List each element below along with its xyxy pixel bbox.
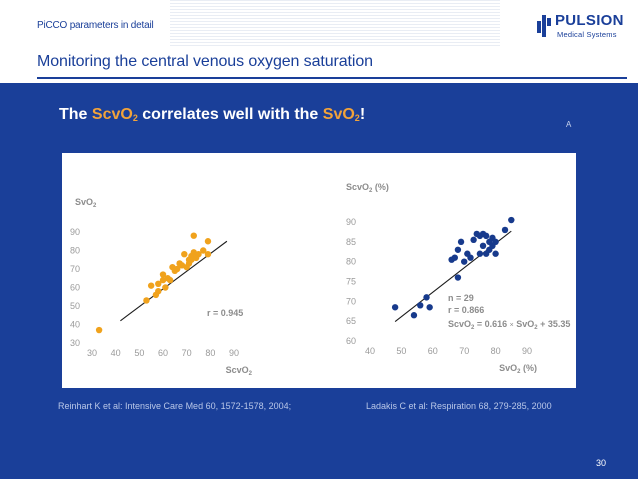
right-y-tick-5: 85 xyxy=(346,237,356,247)
page-number: 30 xyxy=(596,458,607,468)
left-data-point-28 xyxy=(192,254,200,262)
headline-svo2: SvO2 xyxy=(323,106,360,123)
charts-svg: 30 40 50 60 70 80 90 30 40 50 60 70 80 90 SvO2 ScvO2 r =… xyxy=(70,182,570,377)
headline-part3: ! xyxy=(359,106,366,123)
right-y-tick-2: 70 xyxy=(346,296,356,306)
headline-sub2: 2 xyxy=(354,113,360,123)
right-data-point-28 xyxy=(508,216,515,224)
right-data-point-19 xyxy=(482,232,490,240)
right-data-point-26 xyxy=(492,238,499,246)
left-x-label: ScvO2 xyxy=(226,365,253,377)
left-x-tick-6: 90 xyxy=(229,348,239,358)
left-y-label: SvO2 xyxy=(75,197,97,209)
reference-right: Ladakis C et al: Respiration 68, 279-285… xyxy=(366,401,552,411)
logo-name: PULSION xyxy=(555,12,624,29)
breadcrumb: PiCCO parameters in detail xyxy=(37,20,154,31)
left-data-point-25 xyxy=(204,238,212,245)
right-data-point-18 xyxy=(479,242,487,249)
left-data-point-2 xyxy=(147,282,155,289)
right-y-label: ScvO2 (%) xyxy=(346,182,389,194)
left-data-point-13 xyxy=(174,265,181,273)
right-data-point-13 xyxy=(470,236,477,244)
right-equation: ScvO2 = 0.616 × SvO2 + 35.35 xyxy=(448,319,570,331)
left-data-point-26 xyxy=(204,251,212,258)
left-correlation-label: r = 0.945 xyxy=(207,308,243,318)
headline-part2: correlates well with the xyxy=(137,106,323,123)
header-stripes xyxy=(170,0,500,48)
headline-sub1: 2 xyxy=(132,113,138,123)
right-data-point-9 xyxy=(457,238,465,246)
right-data-point-7 xyxy=(454,274,462,281)
left-y-tick-1: 40 xyxy=(70,320,80,330)
right-annotation-1: r = 0.866 xyxy=(448,305,484,315)
left-data-point-1 xyxy=(143,297,150,304)
right-x-tick-1: 50 xyxy=(396,346,406,356)
left-x-tick-1: 40 xyxy=(111,348,121,358)
page-title: Monitoring the central venous oxygen sat… xyxy=(37,53,373,70)
slide-headline: The ScvO2 correlates well with the SvO2! xyxy=(59,106,365,124)
headline-scvo2: ScvO2 xyxy=(92,106,138,123)
headline-sv: SvO xyxy=(322,106,355,123)
left-data-point-10 xyxy=(166,276,174,284)
right-y-tick-1: 65 xyxy=(346,316,356,326)
right-x-tick-5: 90 xyxy=(522,346,532,356)
right-data-point-6 xyxy=(451,254,458,261)
left-y-tick-4: 70 xyxy=(70,264,80,274)
left-x-tick-0: 30 xyxy=(87,348,97,358)
left-data-point-5 xyxy=(155,280,162,287)
left-data-point-16 xyxy=(181,251,188,258)
right-y-tick-4: 80 xyxy=(346,257,356,267)
left-x-tick-4: 70 xyxy=(182,348,192,358)
right-y-tick-0: 60 xyxy=(346,336,356,346)
right-data-point-27 xyxy=(501,226,509,234)
right-data-point-12 xyxy=(467,254,474,261)
right-data-point-25 xyxy=(492,250,499,257)
reference-left: Reinhart K et al: Intensive Care Med 60,… xyxy=(58,401,292,411)
left-data-point-27 xyxy=(185,256,193,263)
corner-mark: A xyxy=(566,120,572,129)
left-x-tick-2: 50 xyxy=(134,348,144,358)
right-data-point-3 xyxy=(423,294,430,301)
left-y-tick-3: 60 xyxy=(70,283,80,293)
header-divider xyxy=(37,77,627,79)
right-data-point-0 xyxy=(391,304,399,311)
right-x-tick-0: 40 xyxy=(365,346,375,356)
left-data-point-8 xyxy=(162,284,169,291)
right-data-point-16 xyxy=(476,250,484,257)
right-x-tick-3: 70 xyxy=(459,346,469,356)
headline-part1: The xyxy=(59,106,92,123)
right-data-point-8 xyxy=(454,246,462,253)
charts-panel: 30 40 50 60 70 80 90 30 40 50 60 70 80 90 SvO2 ScvO2 r =… xyxy=(62,153,576,388)
right-x-tick-2: 60 xyxy=(428,346,438,356)
headline-scv: ScvO xyxy=(91,106,133,123)
header-area xyxy=(0,0,638,83)
right-data-point-1 xyxy=(410,312,418,319)
left-data-point-21 xyxy=(190,232,197,239)
logo-subtitle: Medical Systems xyxy=(557,30,617,39)
left-data-point-24 xyxy=(200,247,207,254)
left-data-point-4 xyxy=(155,288,162,295)
logo: PULSION Medical Systems xyxy=(537,12,633,42)
right-x-label: SvO2 (%) xyxy=(499,363,537,375)
left-y-tick-5: 80 xyxy=(70,246,80,256)
right-data-point-10 xyxy=(461,258,468,265)
right-data-point-4 xyxy=(426,304,433,311)
left-x-tick-3: 60 xyxy=(158,348,168,358)
left-data-point-7 xyxy=(159,271,167,278)
left-y-tick-2: 50 xyxy=(70,301,80,311)
right-annotation-0: n = 29 xyxy=(448,293,474,303)
left-x-tick-5: 80 xyxy=(205,348,215,358)
right-x-tick-4: 80 xyxy=(491,346,501,356)
right-y-tick-3: 75 xyxy=(346,277,356,287)
left-y-tick-6: 90 xyxy=(70,227,80,237)
right-data-point-2 xyxy=(417,302,424,309)
right-y-tick-6: 90 xyxy=(346,217,356,227)
left-y-tick-0: 30 xyxy=(70,338,80,348)
left-data-point-0 xyxy=(95,326,103,334)
pulsion-logo-icon xyxy=(537,15,551,37)
